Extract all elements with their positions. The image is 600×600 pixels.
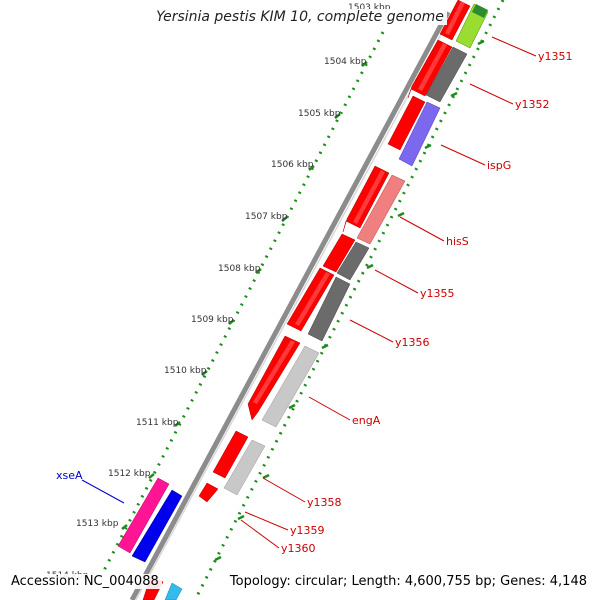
scale-label: 1511 kbp <box>136 418 179 428</box>
cds-forward-arrow <box>212 430 249 479</box>
scale-tick <box>148 473 155 479</box>
gene-label-y1358: y1358 <box>307 496 342 509</box>
scale-label: 1504 kbp <box>324 57 367 67</box>
scale-tick <box>121 524 128 530</box>
scale-tick <box>214 555 222 562</box>
cds-cyan <box>164 582 183 600</box>
scale-tick <box>361 61 368 67</box>
leader-y1355 <box>374 269 419 294</box>
scale-tick <box>201 370 208 376</box>
cds-xseA <box>117 477 170 554</box>
scale-label: 1506 kbp <box>271 160 314 170</box>
cds-y1351-head <box>472 4 488 18</box>
accession-text: Accession: NC_004088 <box>8 574 162 589</box>
scale-tick <box>262 473 270 480</box>
cds-engA <box>261 345 320 428</box>
scale-tick <box>321 343 329 350</box>
map-title: Yersinia pestis KIM 10, complete genome <box>0 9 600 25</box>
scale-tick <box>228 319 235 325</box>
outer-scale-dotted-line <box>193 0 505 600</box>
topology-text: Topology: circular; Length: 4,600,755 bp… <box>226 574 590 589</box>
gene-label-hisS: hisS <box>446 235 469 248</box>
scale-label: 1510 kbp <box>164 366 207 376</box>
scale-tick <box>281 216 288 222</box>
scale-label: 1509 kbp <box>191 315 234 325</box>
cds-y1358 <box>223 439 266 496</box>
gene-label-y1352: y1352 <box>515 98 550 111</box>
cds-y1356 <box>307 276 351 342</box>
leader-y1358 <box>262 477 306 503</box>
scale-tick <box>308 165 315 171</box>
scale-tick <box>366 263 374 270</box>
scale-tick <box>255 268 262 274</box>
scale-label: 1513 kbp <box>76 519 119 529</box>
gene-label-y1356: y1356 <box>395 336 430 349</box>
scale-tick <box>450 91 458 98</box>
leader-hisS <box>399 216 445 242</box>
cds-xseA-blue <box>131 489 183 563</box>
leader-y1360 <box>240 519 280 549</box>
scale-tick <box>288 403 296 410</box>
gene-label-xseA: xseA <box>56 469 83 482</box>
scale-tick <box>424 143 432 150</box>
cds-y1355 <box>336 241 370 281</box>
cds-ispG <box>398 101 441 167</box>
scale-tick <box>237 514 245 521</box>
scale-tick <box>334 113 341 119</box>
scale-label: 1508 kbp <box>218 264 261 274</box>
gene-label-y1351: y1351 <box>538 50 573 63</box>
cds-forward-arrow <box>247 335 301 421</box>
cds-forward-arrow <box>198 482 219 503</box>
leader-ispG <box>440 144 486 166</box>
cds-y1352 <box>425 46 468 103</box>
genome-backbone <box>129 10 451 600</box>
scale-label: 1503 kbp <box>348 3 391 13</box>
gene-label-ispG: ispG <box>487 159 511 172</box>
leader-y1352 <box>469 83 514 105</box>
cds-forward-arrow <box>387 95 426 151</box>
genome-backbone-highlight <box>135 13 453 600</box>
scale-label: 1505 kbp <box>298 109 341 119</box>
scale-tick <box>174 421 181 427</box>
scale-label: 1507 kbp <box>245 212 288 222</box>
leader-y1359 <box>244 511 289 531</box>
gene-label-y1355: y1355 <box>420 287 455 300</box>
leader-y1356 <box>349 319 394 343</box>
leader-xseA <box>81 479 125 504</box>
cds-hisS <box>356 174 406 245</box>
scale-tick <box>397 211 405 218</box>
gene-label-y1360: y1360 <box>281 542 316 555</box>
cds-forward-arrow <box>322 233 356 273</box>
leader-y1351 <box>491 36 537 57</box>
scale-label: 1512 kbp <box>108 469 151 479</box>
scale-tick <box>477 39 485 46</box>
gene-label-engA: engA <box>352 414 381 427</box>
leader-engA <box>308 396 351 421</box>
gene-label-y1359: y1359 <box>290 524 325 537</box>
